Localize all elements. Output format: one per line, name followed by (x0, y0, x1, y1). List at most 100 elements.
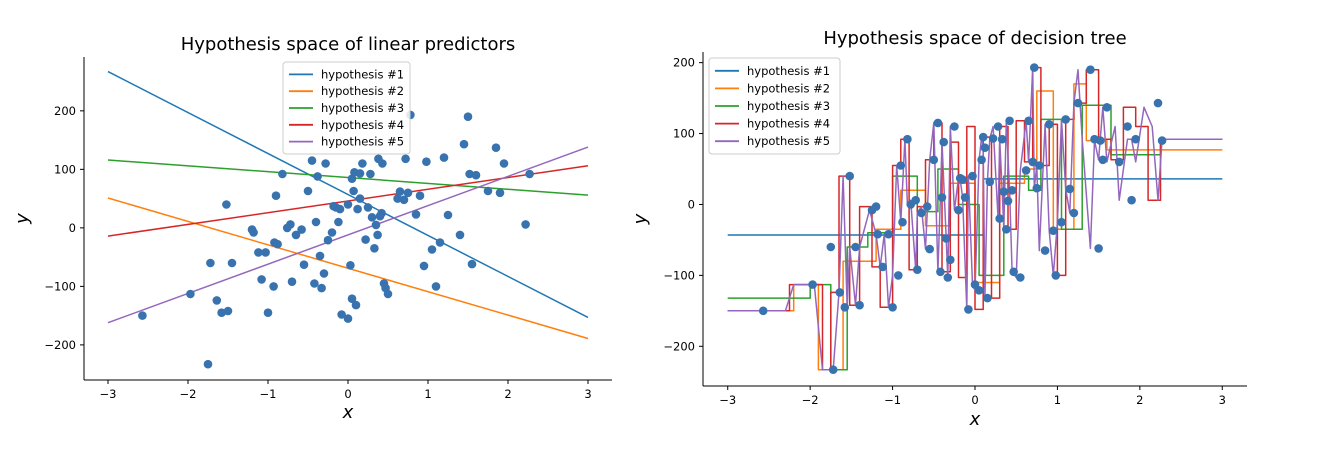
x-tick-label: 2 (504, 387, 511, 401)
data-point (1007, 186, 1017, 195)
y-axis-label: y (630, 213, 651, 225)
data-point (950, 122, 959, 131)
data-point (303, 186, 313, 196)
y-axis-label: y (12, 213, 33, 225)
data-point (347, 174, 357, 183)
data-point (898, 217, 907, 227)
data-point (993, 122, 1003, 131)
legend: hypothesis #1 hypothesis #2 hypothesis #3 h… (708, 57, 841, 155)
data-point (922, 202, 932, 211)
data-point (403, 188, 413, 198)
data-point (1030, 63, 1039, 72)
data-point (319, 269, 329, 278)
legend-box (282, 61, 411, 155)
data-point (254, 248, 263, 257)
x-tick-label: 1 (1054, 393, 1061, 407)
data-point (943, 273, 953, 282)
data-point (1061, 115, 1070, 124)
data-point (347, 294, 357, 304)
data-point (459, 139, 469, 149)
data-point (997, 134, 1007, 144)
data-point (206, 258, 215, 268)
data-point (371, 220, 381, 230)
data-point (1021, 166, 1031, 175)
legend-label-4: hypothesis #4 (321, 118, 404, 132)
y-tick-label: 200 (673, 56, 695, 70)
data-point (1002, 225, 1011, 234)
data-point (269, 282, 278, 291)
data-point (1051, 271, 1061, 280)
data-point (995, 214, 1004, 223)
data-point (894, 271, 903, 280)
x-tick-label: 0 (971, 393, 978, 407)
data-point (263, 308, 273, 318)
data-point (315, 251, 325, 261)
data-point (960, 193, 970, 202)
data-point (495, 188, 505, 198)
data-point (317, 283, 326, 293)
data-point (1094, 244, 1103, 253)
data-point (884, 229, 893, 239)
data-point (1016, 273, 1025, 282)
data-point (203, 359, 213, 369)
data-point (463, 112, 473, 121)
data-point (925, 244, 934, 254)
data-point (978, 132, 988, 142)
data-point (499, 159, 509, 168)
legend-label-3: hypothesis #3 (747, 99, 830, 113)
data-point (313, 172, 322, 181)
data-point (913, 265, 922, 275)
data-point (377, 208, 386, 218)
x-tick-label: 3 (584, 387, 591, 401)
data-point (212, 296, 222, 305)
x-tick-label: −2 (802, 393, 819, 407)
y-tick-label: 100 (673, 127, 695, 141)
data-point (401, 154, 410, 164)
data-point (297, 225, 306, 234)
chart-title: Hypothesis space of decision tree (823, 28, 1126, 49)
data-point (271, 191, 281, 200)
data-point (349, 186, 358, 196)
data-point (299, 260, 309, 270)
data-point (455, 230, 465, 240)
data-point (896, 161, 906, 170)
data-point (419, 261, 429, 271)
data-point (363, 203, 373, 212)
data-point (431, 282, 441, 291)
data-point (903, 134, 912, 144)
data-point (1044, 120, 1054, 129)
data-point (415, 191, 425, 200)
data-point (939, 137, 948, 147)
x-axis-label: x (969, 409, 981, 430)
data-point (399, 195, 409, 205)
data-point (378, 159, 387, 168)
data-point (851, 242, 860, 252)
legend-label-5: hypothesis #5 (747, 134, 830, 148)
data-point (826, 242, 836, 252)
data-point (964, 305, 973, 314)
x-tick-label: −1 (884, 393, 901, 407)
data-point (186, 289, 195, 299)
data-point (936, 267, 945, 277)
y-tick-label: −200 (663, 339, 695, 353)
data-point (968, 171, 977, 181)
data-point (1003, 196, 1013, 206)
data-point (1032, 183, 1042, 193)
x-tick-label: −3 (719, 393, 736, 407)
data-point (335, 204, 345, 214)
x-tick-label: −2 (180, 387, 197, 401)
data-point (1035, 161, 1044, 170)
data-point (370, 244, 379, 253)
data-point (1098, 155, 1108, 165)
data-point (1131, 134, 1140, 144)
legend-label-2: hypothesis #2 (747, 81, 830, 95)
x-tick-label: 3 (1219, 393, 1226, 407)
data-point (871, 202, 881, 211)
data-point (828, 365, 838, 375)
data-point (257, 275, 266, 284)
data-point (465, 169, 474, 179)
data-point (937, 193, 947, 202)
data-point (946, 255, 955, 265)
data-point (343, 314, 353, 323)
data-point (999, 187, 1009, 196)
